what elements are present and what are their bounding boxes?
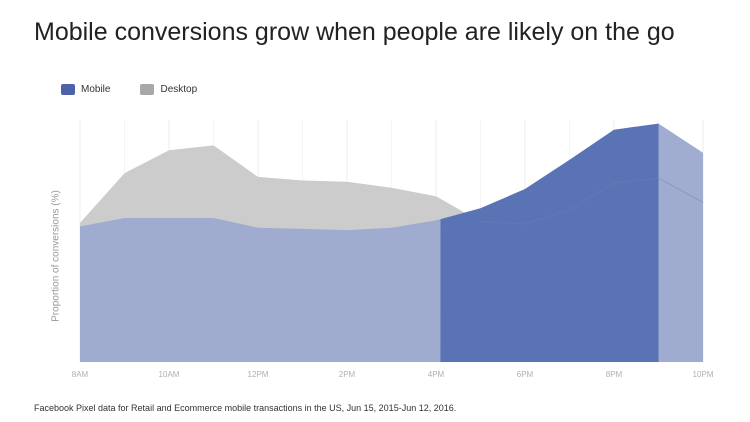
chart-title: Mobile conversions grow when people are … [34,18,675,46]
series-desktop-line-overlay [480,177,704,225]
x-tick-label-8AM: 8AM [72,370,89,379]
legend-item-mobile: Mobile [61,84,110,95]
x-tick-label-12PM: 12PM [248,370,269,379]
x-tick-label-4PM: 4PM [428,370,445,379]
x-tick-label-10PM: 10PM [693,370,714,379]
legend-label-mobile: Mobile [81,84,111,95]
legend-label-desktop: Desktop [160,84,198,95]
legend-item-desktop: Desktop [140,84,197,95]
x-tick-label-6PM: 6PM [517,370,534,379]
x-tick-label-10AM: 10AM [159,370,180,379]
legend: Mobile Desktop [61,84,227,95]
x-tick-label-8PM: 8PM [606,370,623,379]
series-mobile-highlight-area [440,123,659,362]
footnote: Facebook Pixel data for Retail and Ecomm… [34,403,457,413]
legend-swatch-mobile [61,84,75,95]
legend-swatch-desktop [140,84,155,95]
x-tick-label-2PM: 2PM [339,370,356,379]
